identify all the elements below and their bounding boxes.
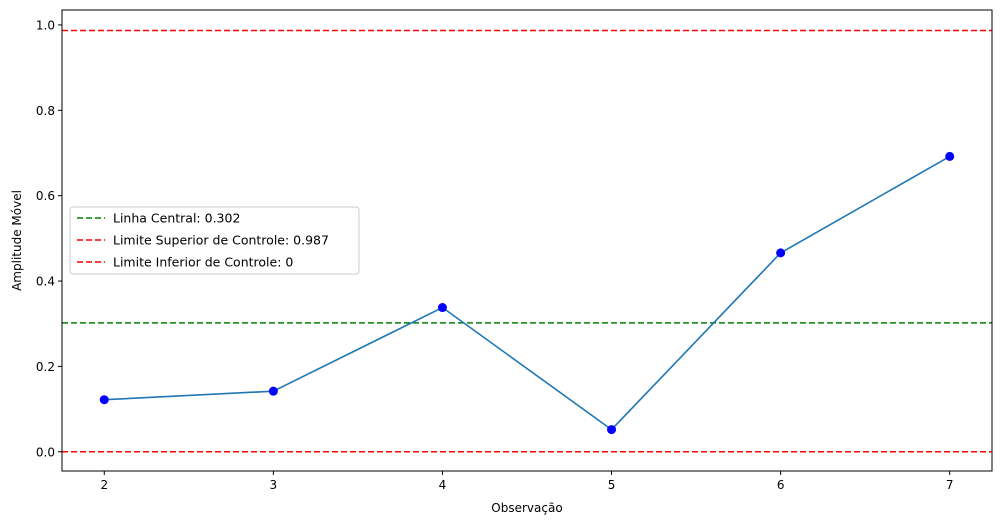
x-axis-label: Observação: [491, 501, 562, 515]
legend: Linha Central: 0.302 Limite Superior de C…: [69, 206, 360, 275]
legend-entry-label: Limite Superior de Controle: 0.987: [113, 233, 329, 248]
series-line: [104, 155, 951, 431]
data-point: [607, 425, 617, 435]
legend-entry-label: Linha Central: 0.302: [113, 211, 240, 226]
x-tick-label: 6: [777, 478, 785, 492]
x-tick-label: 2: [100, 478, 108, 492]
y-tick-label: 0.0: [36, 445, 55, 459]
series-layer: [99, 151, 955, 435]
plot-frame: [61, 9, 993, 472]
data-point: [437, 303, 447, 313]
y-tick-label: 0.6: [36, 189, 55, 203]
reference-lines: [62, 29, 992, 453]
y-tick-label: 0.4: [36, 275, 55, 289]
x-tick-label: 4: [439, 478, 447, 492]
data-point: [776, 248, 786, 258]
data-point: [99, 395, 109, 405]
x-axis-ticks: 2 3 4 5 6 7: [100, 471, 954, 492]
x-tick-label: 7: [946, 478, 954, 492]
y-tick-label: 0.8: [36, 104, 55, 118]
x-tick-label: 3: [270, 478, 278, 492]
y-tick-label: 0.2: [36, 360, 55, 374]
legend-entry-label: Limite Inferior de Controle: 0: [113, 255, 293, 270]
y-axis-ticks: 0.0 0.2 0.4 0.6 0.8 1.0: [36, 18, 62, 459]
data-point: [268, 386, 278, 396]
y-tick-label: 1.0: [36, 18, 55, 32]
x-tick-label: 5: [608, 478, 616, 492]
legend-box: [69, 206, 360, 275]
y-axis-label: Amplitude Móvel: [10, 190, 24, 291]
data-point: [945, 151, 955, 161]
